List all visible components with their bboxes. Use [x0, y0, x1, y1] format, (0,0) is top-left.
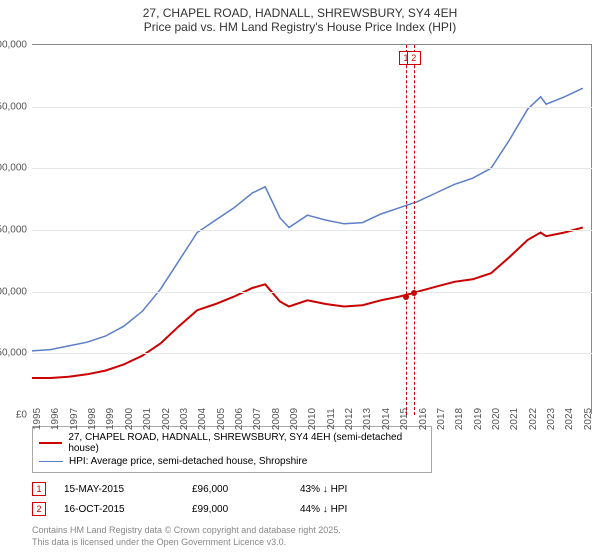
series-hpi	[32, 88, 583, 351]
x-axis-label: 2004	[197, 408, 208, 430]
transaction-date: 16-OCT-2015	[64, 504, 174, 515]
transaction-date: 15-MAY-2015	[64, 484, 174, 495]
chart-container: 27, CHAPEL ROAD, HADNALL, SHREWSBURY, SY…	[0, 0, 600, 560]
legend: 27, CHAPEL ROAD, HADNALL, SHREWSBURY, SY…	[32, 426, 432, 473]
x-axis-label: 2011	[326, 408, 337, 430]
title-address: 27, CHAPEL ROAD, HADNALL, SHREWSBURY, SY…	[0, 6, 600, 20]
legend-row: 27, CHAPEL ROAD, HADNALL, SHREWSBURY, SY…	[39, 431, 425, 455]
footer-licence: This data is licensed under the Open Gov…	[32, 537, 600, 549]
legend-row: HPI: Average price, semi-detached house,…	[39, 455, 425, 468]
x-axis-label: 2009	[289, 408, 300, 430]
title-block: 27, CHAPEL ROAD, HADNALL, SHREWSBURY, SY…	[0, 0, 600, 36]
transaction-pct: 43% ↓ HPI	[300, 484, 390, 495]
x-axis-label: 2021	[509, 408, 520, 430]
x-axis-label: 2010	[307, 408, 318, 430]
transaction-price: £99,000	[192, 504, 282, 515]
footer: Contains HM Land Registry data © Crown c…	[32, 525, 600, 548]
x-axis-label: 2005	[216, 408, 227, 430]
transaction-marker: 2	[32, 502, 46, 516]
y-axis-label: £0	[16, 410, 27, 421]
marker-dot	[403, 294, 409, 300]
x-axis-label: 1999	[105, 408, 116, 430]
x-axis-label: 2003	[179, 408, 190, 430]
x-axis-label: 2025	[583, 408, 594, 430]
x-axis-label: 2022	[528, 408, 539, 430]
legend-swatch	[39, 442, 62, 444]
x-axis-label: 2019	[473, 408, 484, 430]
series-property	[32, 228, 583, 379]
x-axis-label: 2002	[161, 408, 172, 430]
x-axis-label: 2013	[362, 408, 373, 430]
x-axis-label: 2018	[454, 408, 465, 430]
gridline	[32, 107, 592, 108]
transaction-marker: 1	[32, 482, 46, 496]
y-axis-label: £50,000	[0, 348, 27, 359]
marker-number: 2	[407, 51, 421, 65]
chart-area: £0£50,000£100,000£150,000£200,000£250,00…	[32, 44, 592, 414]
x-axis-label: 2014	[381, 408, 392, 430]
x-axis-label: 1996	[50, 408, 61, 430]
transaction-price: £96,000	[192, 484, 282, 495]
x-axis-label: 2020	[491, 408, 502, 430]
footer-copyright: Contains HM Land Registry data © Crown c…	[32, 525, 600, 537]
x-axis-label: 2017	[436, 408, 447, 430]
x-axis-label: 2015	[399, 408, 410, 430]
x-axis-label: 2006	[234, 408, 245, 430]
title-subtitle: Price paid vs. HM Land Registry's House …	[0, 20, 600, 34]
x-axis-label: 1995	[32, 408, 43, 430]
x-axis-label: 2012	[344, 408, 355, 430]
legend-swatch	[39, 461, 63, 462]
marker-vline	[406, 45, 407, 415]
transactions-table: 1 15-MAY-2015 £96,000 43% ↓ HPI2 16-OCT-…	[32, 479, 600, 519]
x-axis-label: 2000	[124, 408, 135, 430]
legend-label: 27, CHAPEL ROAD, HADNALL, SHREWSBURY, SY…	[68, 432, 425, 454]
y-axis-label: £250,000	[0, 101, 27, 112]
marker-dot	[411, 290, 417, 296]
transaction-row: 2 16-OCT-2015 £99,000 44% ↓ HPI	[32, 499, 600, 519]
legend-label: HPI: Average price, semi-detached house,…	[69, 456, 307, 467]
gridline	[32, 292, 592, 293]
gridline	[32, 230, 592, 231]
x-axis-label: 1997	[69, 408, 80, 430]
transaction-row: 1 15-MAY-2015 £96,000 43% ↓ HPI	[32, 479, 600, 499]
marker-vline	[414, 45, 415, 415]
gridline	[32, 168, 592, 169]
x-axis-label: 2001	[142, 408, 153, 430]
x-axis-label: 2007	[252, 408, 263, 430]
y-axis-label: £100,000	[0, 286, 27, 297]
y-axis-label: £200,000	[0, 163, 27, 174]
x-axis-label: 2016	[418, 408, 429, 430]
x-axis-label: 2008	[271, 408, 282, 430]
x-axis-label: 2024	[564, 408, 575, 430]
x-axis-label: 1998	[87, 408, 98, 430]
y-axis-label: £150,000	[0, 225, 27, 236]
y-axis-label: £300,000	[0, 40, 27, 51]
gridline	[32, 353, 592, 354]
x-axis-label: 2023	[546, 408, 557, 430]
transaction-pct: 44% ↓ HPI	[300, 504, 390, 515]
